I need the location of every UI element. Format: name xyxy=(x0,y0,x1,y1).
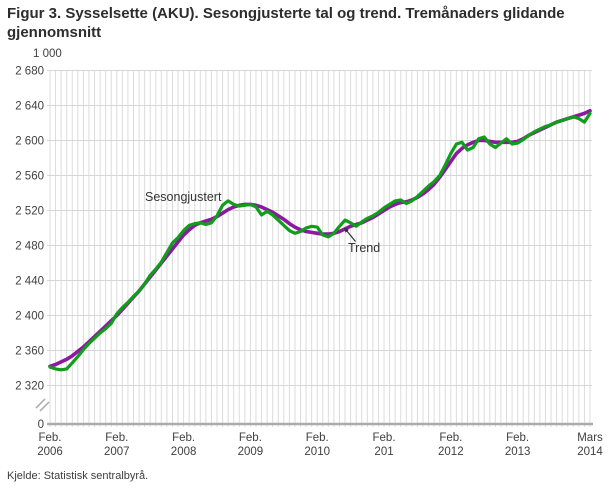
x-axis-tick-label: Feb. xyxy=(373,432,396,444)
x-axis-tick-label: 2007 xyxy=(104,446,130,458)
y-axis-zero-label: 0 xyxy=(38,419,44,431)
axis-break-mark xyxy=(39,401,50,412)
x-axis-tick-label: Feb. xyxy=(172,432,195,444)
y-axis-tick-label: 2 480 xyxy=(15,241,44,253)
x-axis-tick-label: 2008 xyxy=(171,446,197,458)
label-sesongjustert: Sesongjustert xyxy=(145,190,222,204)
y-axis-tick-label: 2 440 xyxy=(15,276,44,288)
x-axis-tick-label: 201 xyxy=(374,446,393,458)
x-axis-tick-label: 2013 xyxy=(505,446,531,458)
x-axis-tick-label: 2009 xyxy=(238,446,264,458)
x-axis-tick-label: Mars xyxy=(577,432,603,444)
x-axis-tick-label: 2006 xyxy=(37,446,63,458)
axis-break-mark xyxy=(35,398,46,409)
trend-arrow xyxy=(346,230,356,242)
y-axis-tick-label: 2 520 xyxy=(15,206,44,218)
series-trend-line xyxy=(48,109,592,369)
trend-arrowhead xyxy=(344,227,349,233)
x-axis-tick-label: 2014 xyxy=(577,446,603,458)
y-axis-tick-label: 2 400 xyxy=(15,311,44,323)
series-sesongjustert-line xyxy=(48,111,592,372)
y-axis-unit-label: 1 000 xyxy=(33,48,62,60)
x-axis-tick-label: 2012 xyxy=(438,446,464,458)
y-axis-tick-label: 2 640 xyxy=(15,101,44,113)
x-axis-tick-label: Feb. xyxy=(105,432,128,444)
y-axis-tick-label: 2 560 xyxy=(15,171,44,183)
x-axis-tick-label: 2010 xyxy=(304,446,330,458)
y-axis-tick-label: 2 680 xyxy=(15,66,44,78)
x-axis-tick-label: Feb. xyxy=(306,432,329,444)
x-axis-tick-label: Feb. xyxy=(38,432,61,444)
x-axis-tick-label: Feb. xyxy=(506,432,529,444)
y-axis-tick-label: 2 360 xyxy=(15,346,44,358)
y-axis-tick-label: 2 600 xyxy=(15,136,44,148)
label-trend: Trend xyxy=(348,241,380,255)
x-axis-tick-label: Feb. xyxy=(239,432,262,444)
x-axis-tick-label: Feb. xyxy=(439,432,462,444)
y-axis-tick-label: 2 320 xyxy=(15,381,44,393)
page-title: Figur 3. Sysselsette (AKU). Sesongjuster… xyxy=(7,5,565,42)
source-note: Kjelde: Statistisk sentralbyrå. xyxy=(7,470,149,482)
employment-line-chart: 1 000 2 680 2 640 2 600 2 560 2 520 2 480 2 440… xyxy=(15,48,603,458)
